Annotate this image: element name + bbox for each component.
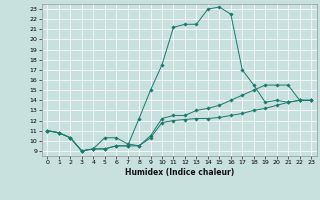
X-axis label: Humidex (Indice chaleur): Humidex (Indice chaleur) [124,168,234,177]
